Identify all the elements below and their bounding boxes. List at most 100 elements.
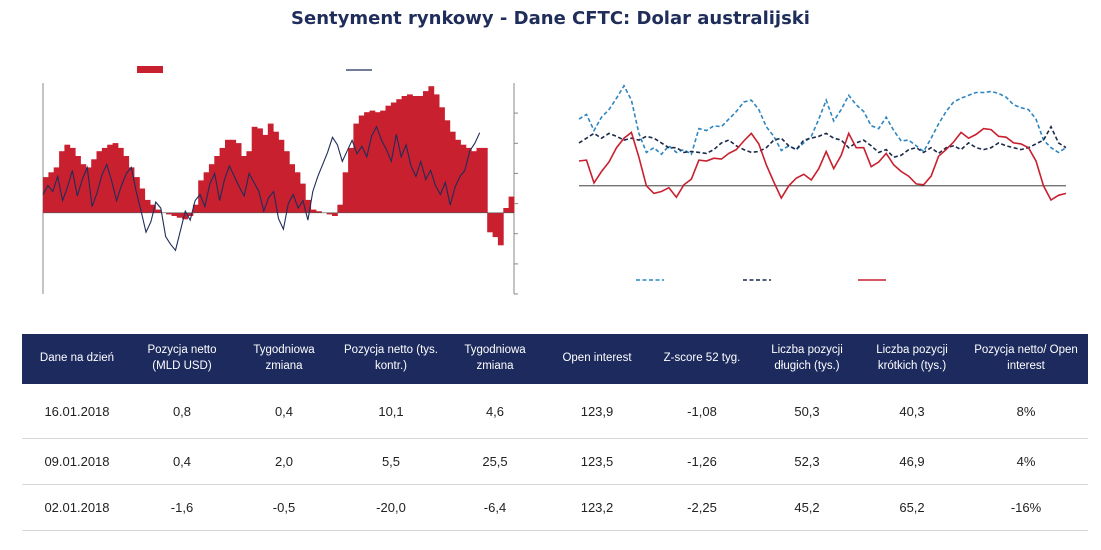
bar <box>139 188 146 213</box>
cell: -2,25 <box>650 484 754 531</box>
bar <box>80 164 87 213</box>
bar <box>155 209 162 213</box>
bar <box>299 183 306 213</box>
header-weekly-change-usd: Tygodniowa zmiana <box>232 334 336 384</box>
cell: 123,5 <box>544 438 650 485</box>
bar <box>342 172 349 213</box>
bar <box>85 167 92 213</box>
cell: -1,08 <box>650 384 754 439</box>
bar <box>278 139 285 213</box>
bar <box>332 212 338 216</box>
bar <box>423 91 429 213</box>
bar <box>417 96 424 213</box>
bar <box>203 172 210 213</box>
cell: 65,2 <box>860 484 964 531</box>
bar <box>192 204 199 213</box>
bar <box>219 147 226 213</box>
bar <box>59 151 65 213</box>
bar <box>471 151 477 213</box>
cell: 4% <box>964 438 1088 485</box>
bar <box>396 99 403 213</box>
bar <box>294 172 301 213</box>
bar <box>305 199 312 213</box>
series-line-audusd <box>42 125 481 252</box>
series-line-2 <box>578 127 1067 202</box>
bar <box>64 144 71 213</box>
bar <box>316 211 322 213</box>
bar <box>112 143 119 213</box>
bar <box>117 147 124 213</box>
bar <box>246 151 253 213</box>
bar <box>353 123 360 213</box>
bar <box>171 212 178 216</box>
cell: 40,3 <box>860 384 964 439</box>
cell: -1,26 <box>650 438 754 485</box>
bar <box>460 144 467 213</box>
cell: 45,2 <box>754 484 860 531</box>
table-row: 02.01.2018 -1,6 -0,5 -20,0 -6,4 123,2 -2… <box>22 484 1088 531</box>
cell: 0,4 <box>232 384 336 439</box>
bar <box>267 123 274 213</box>
header-date: Dane na dzień <box>22 334 132 384</box>
bar <box>91 159 97 213</box>
cell: 123,2 <box>544 484 650 531</box>
bar <box>439 107 445 213</box>
cell: -16% <box>964 484 1088 531</box>
cell: 123,9 <box>544 384 650 439</box>
series-line-1 <box>578 124 1067 159</box>
bar <box>182 212 188 220</box>
cell: 46,9 <box>860 438 964 485</box>
table-row: 16.01.2018 0,8 0,4 10,1 4,6 123,9 -1,08 … <box>22 384 1088 439</box>
bar <box>107 144 113 213</box>
bar <box>449 131 456 213</box>
bar <box>69 147 76 213</box>
bar <box>166 212 172 215</box>
bar <box>476 147 483 213</box>
bar <box>262 134 269 213</box>
bar <box>123 156 130 213</box>
bar <box>503 208 510 213</box>
cell: 0,4 <box>132 438 232 485</box>
bar <box>444 120 451 213</box>
bar <box>187 212 194 216</box>
bar <box>337 204 344 213</box>
cell: 5,5 <box>336 438 446 485</box>
bar <box>369 110 376 213</box>
cell: 52,3 <box>754 438 860 485</box>
cell: 8% <box>964 384 1088 439</box>
bar <box>455 139 461 213</box>
cell-date: 02.01.2018 <box>22 484 132 531</box>
page-title: Sentyment rynkowy - Dane CFTC: Dolar aus… <box>291 8 810 29</box>
bar <box>176 212 183 218</box>
bar <box>390 102 397 213</box>
legend-swatch-net <box>137 66 163 73</box>
bar <box>75 156 81 213</box>
header-net-contracts: Pozycja netto (tys. kontr.) <box>336 334 446 384</box>
bar <box>481 147 488 213</box>
cell: 2,0 <box>232 438 336 485</box>
bar <box>257 128 263 213</box>
bar <box>412 96 419 213</box>
header-weekly-change-contracts: Tygodniowa zmiana <box>446 334 544 384</box>
header-net-to-oi: Pozycja netto/ Open interest <box>964 334 1088 384</box>
bar <box>380 110 386 213</box>
cell: 0,8 <box>132 384 232 439</box>
cell: 50,3 <box>754 384 860 439</box>
bar <box>487 212 493 233</box>
bar <box>433 94 440 213</box>
header-short-positions: Liczba pozycji krótkich (tys.) <box>860 334 964 384</box>
header-open-interest: Open interest <box>544 334 650 384</box>
bar <box>144 199 151 213</box>
bar <box>150 204 156 213</box>
bar <box>235 143 242 213</box>
bar <box>374 112 381 213</box>
table-row: 09.01.2018 0,4 2,0 5,5 25,5 123,5 -1,26 … <box>22 438 1088 485</box>
bar <box>43 177 49 213</box>
cell: -1,6 <box>132 484 232 531</box>
cell: -0,5 <box>232 484 336 531</box>
bar <box>326 212 333 215</box>
table-header-row: Dane na dzień Pozycja netto (MLD USD) Ty… <box>22 334 1088 384</box>
bar <box>241 156 247 213</box>
bar <box>289 164 295 213</box>
bar <box>407 94 413 213</box>
